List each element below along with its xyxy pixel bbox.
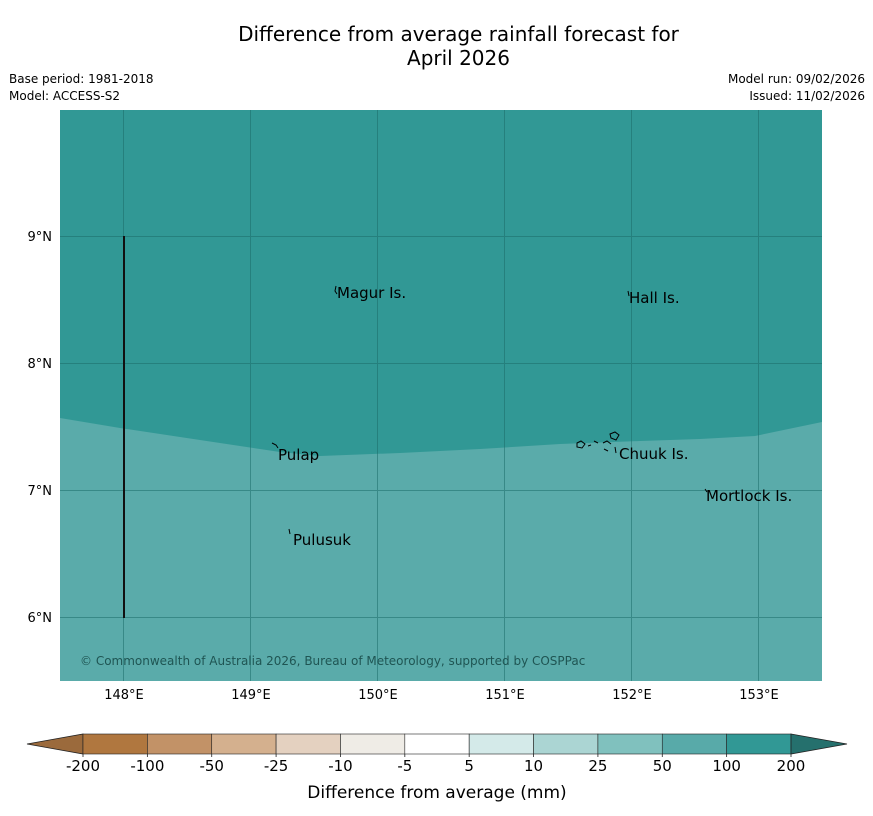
place-labels: Magur Is. Hall Is. Pulap Chuuk Is. Mortl… [278, 284, 792, 549]
island-chuuk-1 [576, 440, 586, 449]
title-line-2: April 2026 [407, 46, 510, 70]
colorbar-tick-label: -100 [130, 757, 164, 775]
lat-label-6n: 6°N [28, 611, 53, 626]
colorbar-tick-label: 5 [464, 757, 474, 775]
title-line-1: Difference from average rainfall forecas… [238, 22, 679, 46]
lon-label-153e: 153°E [739, 688, 779, 703]
colorbar-segment [597, 733, 663, 755]
place-label-hall: Hall Is. [629, 289, 680, 307]
island-chuuk-4 [602, 440, 612, 445]
colorbar-arrow-low [26, 733, 84, 755]
colorbar-segment [147, 733, 213, 755]
model-run-text: Model run: 09/02/2026 [727, 72, 865, 86]
lon-label-148e: 148°E [104, 688, 144, 703]
colorbar-tick-label: -200 [66, 757, 100, 775]
colorbar-tick-label: -50 [199, 757, 224, 775]
island-chuuk-2 [587, 444, 592, 447]
island-magur [334, 285, 338, 295]
map-panel: Magur Is. Hall Is. Pulap Chuuk Is. Mortl… [60, 110, 822, 681]
lon-label-150e: 150°E [358, 688, 398, 703]
island-hall [627, 290, 630, 297]
island-outlines [271, 285, 708, 535]
longitude-labels: 148°E 149°E 150°E 151°E 152°E 153°E [104, 688, 779, 703]
lon-label-149e: 149°E [231, 688, 271, 703]
colorbar-arrow-high [790, 733, 848, 755]
colorbar-segment [468, 733, 534, 755]
colorbar-tick-label: -10 [328, 757, 353, 775]
island-chuuk-7 [614, 446, 617, 454]
island-chuuk-5 [609, 431, 620, 441]
colorbar-segment [533, 733, 599, 755]
meta-right: Model run: 09/02/2026 Issued: 11/02/2026 [728, 71, 865, 105]
colorbar-segment [275, 733, 341, 755]
place-label-pulusuk: Pulusuk [293, 531, 351, 549]
colorbar-segment [340, 733, 406, 755]
colorbar: -200 -100 -50 -25 -10 -5 5 10 25 50 100 200 [26, 733, 848, 775]
lat-label-7n: 7°N [28, 484, 53, 499]
colorbar-segment [82, 733, 148, 755]
lat-label-9n: 9°N [28, 230, 53, 245]
lon-label-151e: 151°E [485, 688, 525, 703]
colorbar-segment [404, 733, 470, 755]
colorbar-segment [661, 733, 727, 755]
colorbar-label: Difference from average (mm) [307, 783, 566, 803]
latitude-labels: 9°N 8°N 7°N 6°N [28, 230, 53, 626]
rainfall-band-50 [60, 418, 822, 681]
island-mortlock [704, 488, 708, 493]
lon-label-152e: 152°E [612, 688, 652, 703]
place-label-mortlock: Mortlock Is. [706, 487, 792, 505]
model-text: Model: ACCESS-S2 [9, 89, 121, 103]
colorbar-segment [726, 733, 792, 755]
colorbar-tick-label: -5 [397, 757, 412, 775]
colorbar-tick-label: 100 [712, 757, 741, 775]
island-chuuk-3 [593, 440, 599, 444]
colorbar-tick-label: 10 [524, 757, 543, 775]
colorbar-tick-label: 25 [588, 757, 607, 775]
island-pulap [271, 442, 279, 449]
place-label-chuuk: Chuuk Is. [619, 445, 688, 463]
island-chuuk-6 [603, 448, 609, 452]
colorbar-tick-label: 50 [653, 757, 672, 775]
colorbar-tick-label: -25 [264, 757, 289, 775]
issued-text: Issued: 11/02/2026 [749, 89, 865, 103]
place-label-magur: Magur Is. [337, 284, 406, 302]
colorbar-segment [211, 733, 277, 755]
page-title: Difference from average rainfall forecas… [0, 22, 873, 70]
meta-left: Base period: 1981-2018 Model: ACCESS-S2 [9, 71, 154, 105]
place-label-pulap: Pulap [278, 446, 319, 464]
copyright-text: © Commonwealth of Australia 2026, Bureau… [80, 654, 585, 668]
island-pulusuk [288, 528, 291, 535]
lat-label-8n: 8°N [28, 357, 53, 372]
base-period-text: Base period: 1981-2018 [9, 72, 154, 86]
colorbar-tick-label: 200 [777, 757, 806, 775]
